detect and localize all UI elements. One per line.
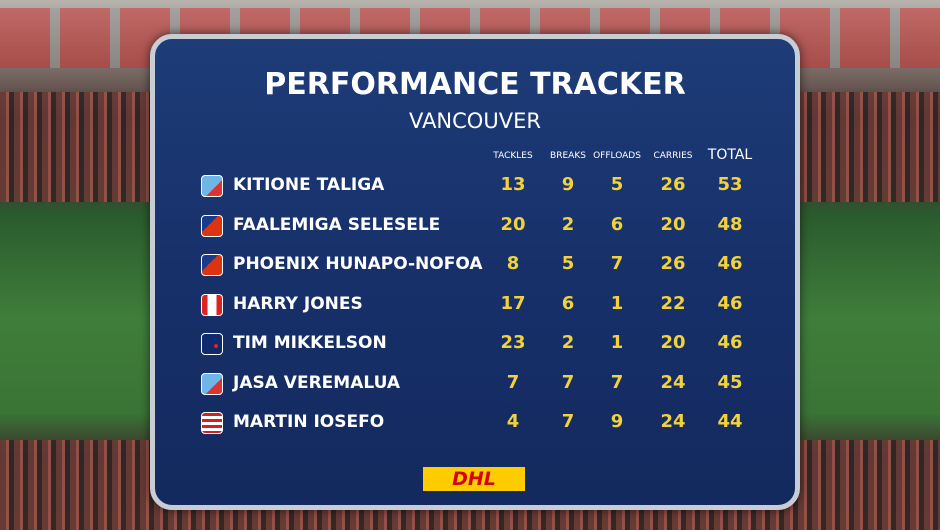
stat-value: 7 (561, 411, 575, 432)
flag-icon (201, 412, 223, 434)
column-header: TACKLES (493, 151, 533, 161)
flag-icon (201, 214, 223, 237)
total-value: 48 (717, 213, 743, 235)
stat-value: 7 (610, 371, 624, 393)
stat-value: 26 (660, 253, 686, 274)
total-value: 44 (717, 411, 743, 432)
total-value: 46 (717, 253, 743, 274)
player-name: KITIONE TALIGA (233, 175, 385, 195)
stat-value: 20 (660, 213, 686, 235)
column-header: OFFLOADS (593, 151, 641, 161)
stat-value: 6 (610, 213, 624, 235)
stat-value: 24 (660, 411, 686, 432)
flag-icon (201, 254, 223, 276)
player-name: FAALEMIGA SELESELE (233, 214, 441, 235)
column-header: BREAKS (550, 151, 586, 161)
stat-value: 5 (561, 253, 575, 274)
column-header: CARRIES (653, 151, 693, 161)
stat-value: 22 (660, 292, 686, 314)
stat-value: 2 (561, 213, 575, 235)
title: PERFORMANCE TRACKER (264, 67, 686, 102)
stat-value: 20 (660, 332, 686, 353)
stat-value: 24 (660, 371, 686, 393)
player-name: JASA VEREMALUA (233, 372, 401, 393)
total-value: 53 (717, 174, 743, 195)
stat-value: 17 (500, 292, 526, 314)
stat-value: 26 (660, 174, 686, 195)
flag-icon (201, 293, 223, 316)
player-name: MARTIN IOSEFO (233, 412, 385, 432)
player-name: PHOENIX HUNAPO-NOFOA (233, 254, 483, 274)
column-header: TOTAL (707, 147, 753, 163)
stat-value: 7 (506, 371, 520, 393)
stat-value: 5 (610, 174, 624, 195)
stat-value: 9 (561, 174, 575, 195)
total-value: 45 (717, 371, 743, 393)
stat-value: 7 (610, 253, 624, 274)
stat-value: 4 (506, 411, 520, 432)
flag-icon (201, 333, 223, 355)
subtitle: VANCOUVER (409, 109, 541, 133)
stat-value: 8 (506, 253, 520, 274)
stat-value: 13 (500, 174, 526, 195)
stat-value: 9 (610, 411, 624, 432)
total-value: 46 (717, 332, 743, 353)
flag-icon (201, 175, 223, 197)
stat-value: 6 (561, 292, 575, 314)
stat-value: 23 (500, 332, 526, 353)
sponsor-logo: DHL (423, 467, 525, 491)
stat-value: 20 (500, 213, 526, 235)
total-value: 46 (717, 292, 743, 314)
player-name: TIM MIKKELSON (233, 333, 387, 353)
stat-value: 2 (561, 332, 575, 353)
flag-icon (201, 372, 223, 395)
stat-value: 1 (610, 292, 624, 314)
stat-value: 7 (561, 371, 575, 393)
player-name: HARRY JONES (233, 293, 363, 314)
stats-panel: PERFORMANCE TRACKER VANCOUVER DHL TACKLE… (150, 34, 800, 510)
stat-value: 1 (610, 332, 624, 353)
